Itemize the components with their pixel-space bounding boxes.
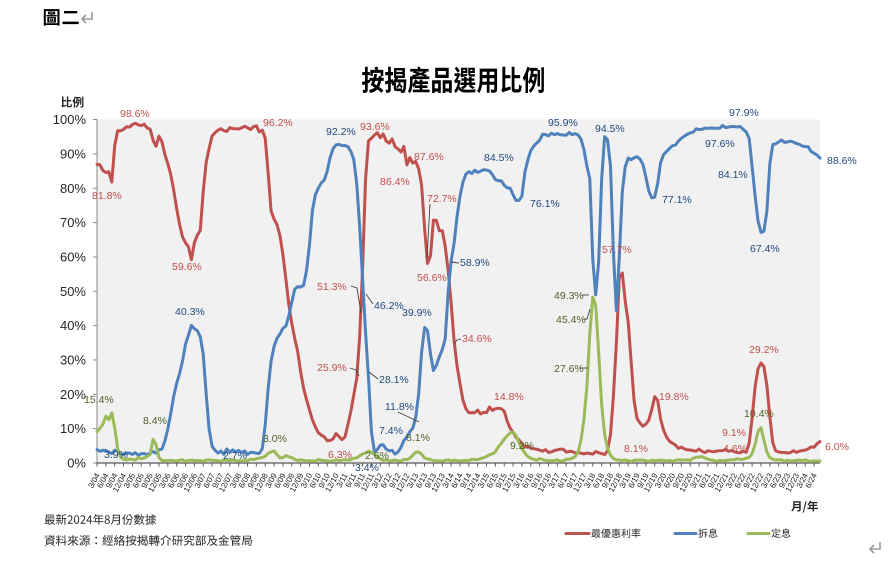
svg-text:50%: 50% — [60, 284, 86, 299]
svg-text:72.7%: 72.7% — [427, 193, 457, 205]
svg-text:3.9%: 3.9% — [104, 449, 128, 461]
svg-text:88.6%: 88.6% — [827, 155, 857, 167]
svg-text:8.1%: 8.1% — [406, 432, 430, 444]
svg-text:94.5%: 94.5% — [595, 123, 625, 135]
svg-text:6.3%: 6.3% — [328, 449, 352, 461]
svg-text:27.6%: 27.6% — [554, 363, 584, 375]
svg-text:49.3%: 49.3% — [554, 290, 584, 302]
svg-text:70%: 70% — [60, 215, 86, 230]
svg-text:8.4%: 8.4% — [143, 415, 167, 427]
svg-text:96.2%: 96.2% — [263, 117, 293, 129]
svg-text:25.9%: 25.9% — [317, 362, 347, 374]
svg-text:92.2%: 92.2% — [326, 126, 356, 138]
svg-text:98.6%: 98.6% — [120, 108, 150, 120]
svg-text:57.7%: 57.7% — [602, 244, 632, 256]
svg-text:97.6%: 97.6% — [705, 138, 735, 150]
svg-text:60%: 60% — [60, 250, 86, 265]
svg-text:58.9%: 58.9% — [460, 257, 490, 269]
svg-text:46.2%: 46.2% — [374, 300, 404, 312]
svg-text:4.6%: 4.6% — [723, 443, 747, 455]
svg-text:86.4%: 86.4% — [380, 176, 410, 188]
svg-text:90%: 90% — [60, 146, 86, 161]
svg-text:0%: 0% — [67, 456, 86, 471]
svg-text:9.1%: 9.1% — [722, 427, 746, 439]
svg-text:10.4%: 10.4% — [744, 408, 774, 420]
svg-text:39.9%: 39.9% — [402, 307, 432, 319]
svg-text:40%: 40% — [60, 318, 86, 333]
svg-text:77.1%: 77.1% — [662, 194, 692, 206]
svg-text:9.2%: 9.2% — [510, 440, 534, 452]
svg-text:84.1%: 84.1% — [718, 169, 748, 181]
svg-text:40.3%: 40.3% — [175, 306, 205, 318]
svg-text:76.1%: 76.1% — [530, 198, 560, 210]
svg-text:87.6%: 87.6% — [414, 151, 444, 163]
svg-text:2.6%: 2.6% — [365, 450, 389, 462]
svg-text:56.6%: 56.6% — [417, 272, 447, 284]
svg-text:3.4%: 3.4% — [355, 462, 379, 474]
svg-text:14.8%: 14.8% — [494, 391, 524, 403]
svg-text:45.4%: 45.4% — [556, 314, 586, 326]
svg-text:67.4%: 67.4% — [750, 243, 780, 255]
svg-text:15.4%: 15.4% — [84, 394, 114, 406]
svg-text:51.3%: 51.3% — [317, 281, 347, 293]
svg-text:59.6%: 59.6% — [172, 261, 202, 273]
svg-text:7.4%: 7.4% — [379, 425, 403, 437]
svg-text:8.1%: 8.1% — [624, 443, 648, 455]
svg-text:3.0%: 3.0% — [263, 433, 287, 445]
svg-text:81.8%: 81.8% — [92, 190, 122, 202]
svg-text:84.5%: 84.5% — [484, 152, 514, 164]
svg-text:93.6%: 93.6% — [360, 121, 390, 133]
svg-text:10%: 10% — [60, 421, 86, 436]
svg-text:19.8%: 19.8% — [659, 391, 689, 403]
svg-text:20%: 20% — [60, 387, 86, 402]
svg-text:11.8%: 11.8% — [385, 401, 414, 413]
svg-text:34.6%: 34.6% — [462, 333, 492, 345]
svg-text:6.0%: 6.0% — [825, 441, 849, 453]
svg-text:30%: 30% — [60, 353, 86, 368]
svg-text:2.7%: 2.7% — [223, 450, 247, 462]
svg-text:95.9%: 95.9% — [548, 117, 578, 129]
svg-text:97.9%: 97.9% — [729, 107, 759, 119]
svg-text:80%: 80% — [60, 181, 86, 196]
svg-text:29.2%: 29.2% — [749, 344, 779, 356]
svg-text:100%: 100% — [53, 112, 87, 127]
svg-text:28.1%: 28.1% — [379, 374, 409, 386]
